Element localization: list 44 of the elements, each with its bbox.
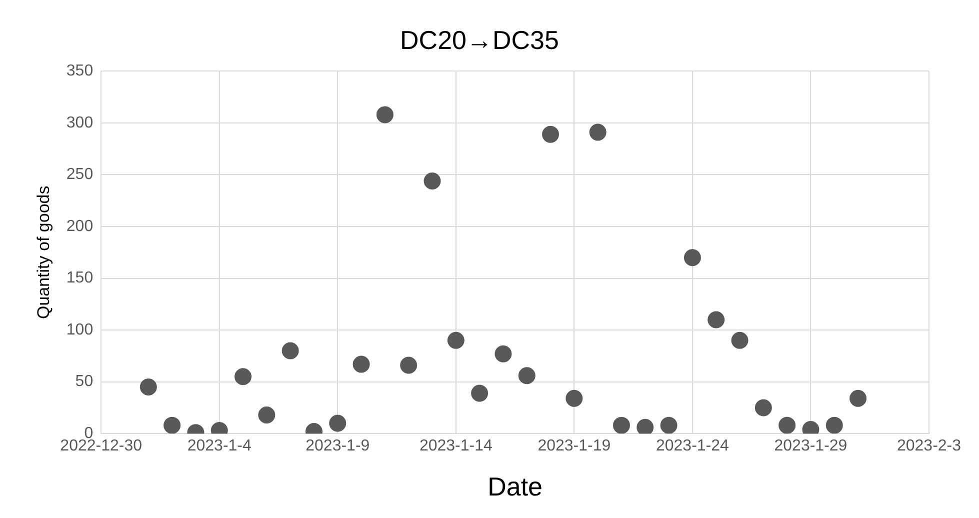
point <box>329 414 346 432</box>
x-tick-label: 2023-1-19 <box>538 438 611 455</box>
point <box>282 342 299 360</box>
point <box>542 126 560 143</box>
point <box>471 384 488 402</box>
y-tick-label: 150 <box>66 270 94 287</box>
y-tick-label: 300 <box>66 114 94 132</box>
x-tick-label: 2023-2-3 <box>896 438 962 455</box>
point <box>566 390 583 407</box>
point <box>612 416 630 434</box>
y-axis-title: Quantity of goods <box>34 186 53 320</box>
y-tick-label: 250 <box>66 166 94 184</box>
chart-title: DC20→DC35 <box>400 24 559 55</box>
point <box>660 416 678 434</box>
point <box>424 172 441 190</box>
x-tick-label: 2023-1-29 <box>774 438 848 455</box>
point <box>589 124 606 141</box>
point <box>731 332 748 349</box>
y-tick-label: 200 <box>66 218 94 235</box>
point <box>140 378 157 396</box>
point <box>258 406 276 424</box>
point <box>518 367 536 384</box>
x-tick-label: 2023-1-24 <box>656 438 730 455</box>
point <box>636 418 654 434</box>
x-tick-label: 2023-1-9 <box>306 438 370 455</box>
point <box>352 356 370 373</box>
point <box>826 416 843 434</box>
y-tick-label: 350 <box>66 62 94 80</box>
point <box>447 332 464 349</box>
y-tick-label: 100 <box>66 321 94 338</box>
point <box>684 249 701 266</box>
point <box>400 356 418 374</box>
x-tick-label: 2023-1-14 <box>419 438 492 455</box>
point <box>708 311 725 328</box>
x-tick-label: 2023-1-4 <box>187 438 252 455</box>
point <box>778 416 796 434</box>
point <box>754 399 772 416</box>
point <box>494 345 512 362</box>
point <box>850 390 867 407</box>
point <box>376 106 394 124</box>
point <box>164 416 181 434</box>
y-tick-label: 50 <box>75 373 94 390</box>
point <box>234 368 252 386</box>
x-axis-title: Date <box>488 472 543 502</box>
